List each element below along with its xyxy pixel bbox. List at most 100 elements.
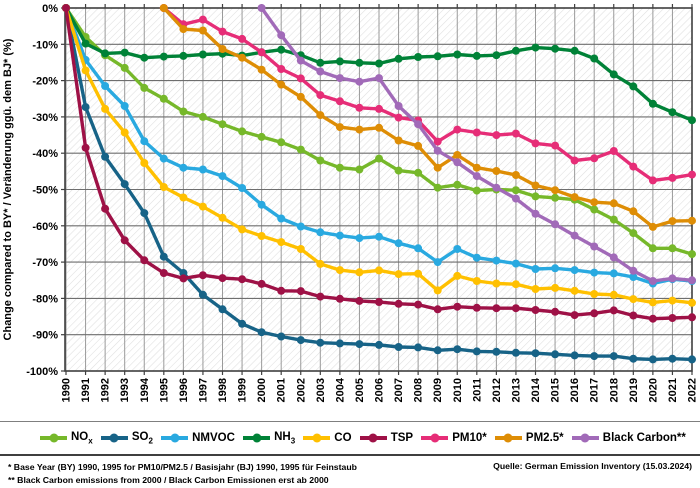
data-point xyxy=(414,343,423,352)
data-point xyxy=(277,31,286,40)
data-point xyxy=(355,268,364,277)
data-point xyxy=(433,258,442,267)
data-point xyxy=(394,102,403,110)
data-point xyxy=(688,170,696,179)
data-point xyxy=(472,277,481,285)
data-point xyxy=(433,146,442,155)
data-point xyxy=(511,304,520,313)
data-point xyxy=(120,63,129,72)
x-tick-label: 1999 xyxy=(237,378,249,402)
data-point xyxy=(159,52,168,61)
data-point xyxy=(179,193,188,202)
data-point xyxy=(81,39,90,48)
y-tick-label: 0% xyxy=(42,3,58,15)
emissions-line-chart: 0% -10% -20% -30% -40% -50% -60% -70% -80% -90% -1… xyxy=(2,3,699,402)
data-point xyxy=(629,162,638,171)
data-point xyxy=(648,176,657,185)
data-point xyxy=(551,141,560,150)
data-point xyxy=(472,347,481,356)
data-point xyxy=(531,181,540,190)
data-point xyxy=(101,204,110,213)
data-point xyxy=(492,304,501,313)
x-tick-label: 1990 xyxy=(61,378,73,402)
data-point xyxy=(590,290,599,298)
data-point xyxy=(375,74,383,83)
data-point xyxy=(198,50,207,59)
data-point xyxy=(551,186,560,195)
data-point xyxy=(648,244,657,253)
data-point xyxy=(590,352,599,361)
data-point xyxy=(296,245,305,253)
x-tick-label: 2009 xyxy=(432,378,444,402)
data-point xyxy=(120,236,129,245)
x-tick-label: 2012 xyxy=(491,378,503,402)
data-point xyxy=(316,58,325,67)
legend-label: NMVOC xyxy=(192,432,235,444)
data-point xyxy=(453,50,462,59)
data-point xyxy=(570,156,579,165)
legend-label: NH3 xyxy=(274,430,296,446)
data-point xyxy=(159,269,168,277)
data-point xyxy=(159,252,168,261)
data-point xyxy=(316,228,325,237)
data-point xyxy=(551,44,560,53)
data-point xyxy=(277,332,286,341)
data-point xyxy=(688,250,696,259)
data-point xyxy=(277,80,286,89)
data-point xyxy=(492,131,501,140)
data-point xyxy=(629,207,638,216)
data-point xyxy=(453,125,462,134)
x-tick-label: 2007 xyxy=(393,378,405,402)
y-tick-label: -50% xyxy=(32,185,58,197)
legend-item-PM2.5*: PM2.5* xyxy=(494,432,564,444)
footnote-base-year: * Base Year (BY) 1990, 1995 for PM10/PM2… xyxy=(8,462,357,472)
data-point xyxy=(648,314,657,323)
data-point xyxy=(609,215,618,224)
data-point xyxy=(296,74,305,83)
data-point xyxy=(355,234,364,243)
data-point xyxy=(648,355,657,364)
legend-line-marker-icon xyxy=(421,433,449,443)
legend-line-marker-icon xyxy=(100,433,128,443)
data-point xyxy=(472,303,481,312)
data-point xyxy=(511,194,520,203)
data-point xyxy=(492,279,501,288)
x-tick-label: 2015 xyxy=(550,378,562,402)
legend-line-marker-icon xyxy=(494,433,522,443)
data-point xyxy=(609,253,618,262)
data-point xyxy=(120,48,129,57)
data-point xyxy=(394,166,403,175)
legend-item-NMVOC: NMVOC xyxy=(161,432,235,444)
data-point xyxy=(668,244,677,253)
data-point xyxy=(198,202,207,211)
data-point xyxy=(355,340,364,349)
data-point xyxy=(198,165,207,174)
data-point xyxy=(296,222,305,231)
data-point xyxy=(394,343,403,351)
chart-footer: * Base Year (BY) 1990, 1995 for PM10/PM2… xyxy=(0,456,700,488)
data-point xyxy=(629,354,638,363)
data-point xyxy=(472,51,481,60)
y-tick-label: -60% xyxy=(32,221,58,233)
data-point xyxy=(159,4,168,12)
data-point xyxy=(570,286,579,295)
legend-line-marker-icon xyxy=(303,433,331,443)
y-axis-labels: 0% -10% -20% -30% -40% -50% -60% -70% -80% -90% -1… xyxy=(26,3,58,378)
data-point xyxy=(296,287,305,296)
source-note: Quelle: German Emission Inventory (15.03… xyxy=(493,461,692,471)
data-point xyxy=(433,137,442,146)
data-point xyxy=(238,225,247,234)
legend-label: SO2 xyxy=(131,430,153,446)
legend-item-CO: CO xyxy=(303,432,352,444)
x-tick-label: 2016 xyxy=(569,378,581,402)
data-point xyxy=(101,49,110,58)
data-point xyxy=(394,239,403,248)
legend-label: TSP xyxy=(390,432,414,444)
data-point xyxy=(688,298,696,307)
data-point xyxy=(120,128,129,137)
x-tick-label: 2017 xyxy=(589,378,601,402)
data-point xyxy=(570,311,579,320)
data-point xyxy=(120,180,129,189)
data-point xyxy=(218,172,227,181)
legend-line-marker-icon xyxy=(571,433,599,443)
